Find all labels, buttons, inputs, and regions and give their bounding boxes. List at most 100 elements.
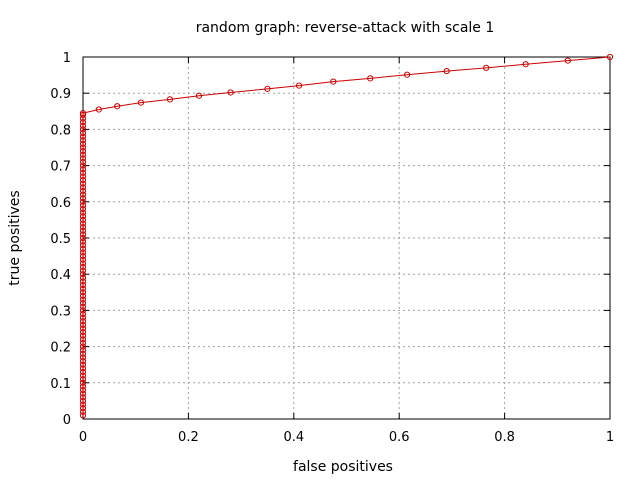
data-point (79, 263, 87, 271)
data-point (79, 111, 87, 119)
data-point (79, 303, 87, 310)
data-point (79, 209, 87, 216)
y-tick-label: 0 (63, 413, 71, 428)
data-point (79, 412, 87, 419)
data-point (79, 274, 87, 281)
data-point (522, 61, 529, 68)
data-point (114, 103, 121, 110)
data-point (79, 122, 87, 129)
data-point (79, 332, 87, 339)
data-point (79, 390, 87, 397)
data-point (295, 82, 303, 89)
data-point (79, 129, 87, 137)
chart-title: random graph: reverse-attack with scale … (196, 20, 495, 36)
x-tick-label: 1 (606, 430, 614, 445)
data-point (79, 350, 87, 357)
data-point (367, 75, 374, 82)
data-point (79, 224, 87, 231)
plot-frame (82, 56, 611, 420)
data-point (79, 169, 87, 176)
data-point (79, 397, 87, 404)
data-point (79, 307, 87, 314)
data-point (79, 202, 87, 209)
x-tick-label: 0.2 (178, 430, 199, 445)
data-point (79, 133, 87, 140)
data-point (79, 151, 87, 158)
y-tick-label: 1 (63, 51, 71, 66)
series-layer (79, 53, 614, 419)
data-point (227, 89, 234, 96)
data-point (79, 354, 87, 361)
data-point (79, 155, 87, 162)
data-point (79, 325, 87, 332)
data-point (564, 57, 571, 64)
data-point (79, 126, 87, 133)
y-tick-label: 0.8 (50, 123, 71, 138)
data-point (79, 281, 87, 289)
data-point (79, 296, 87, 303)
data-point (137, 99, 145, 106)
data-point (79, 314, 87, 321)
data-point (79, 249, 87, 256)
data-point (79, 339, 87, 347)
data-point (195, 92, 203, 99)
data-point (79, 213, 87, 220)
data-point (79, 383, 87, 390)
data-point (79, 343, 87, 350)
data-point (79, 310, 87, 318)
y-axis-label: true positives (7, 190, 23, 285)
data-point (79, 148, 87, 155)
data-point (79, 198, 87, 205)
data-point (79, 267, 87, 274)
data-point (79, 253, 87, 260)
data-point (483, 64, 490, 71)
data-point (79, 234, 87, 242)
data-point (79, 357, 87, 365)
data-point (79, 372, 87, 379)
data-point (79, 365, 87, 372)
data-point (79, 271, 87, 278)
data-point (404, 71, 411, 78)
x-tick-label: 0.4 (283, 430, 304, 445)
data-point (443, 68, 450, 75)
data-point (79, 321, 87, 328)
data-point (79, 292, 87, 300)
data-point (79, 140, 87, 147)
data-point (166, 96, 174, 103)
y-tick-label: 0.1 (50, 377, 71, 392)
grid (83, 57, 610, 419)
y-tick-label: 0.4 (50, 268, 71, 283)
data-point (264, 85, 271, 92)
data-point (79, 166, 87, 173)
data-point (79, 278, 87, 285)
tick-labels: 0 0.2 0.4 0.6 0.8 1 0 0.1 0.2 0.3 0.4 0.5 0.6 0.7 0.8 0… (50, 51, 614, 445)
data-point (79, 245, 87, 252)
data-point (79, 386, 87, 394)
data-point (79, 347, 87, 354)
data-point (79, 162, 87, 169)
data-point (79, 405, 87, 412)
y-tick-label: 0.5 (50, 232, 71, 247)
data-point (79, 361, 87, 368)
data-point (79, 158, 87, 166)
data-point (79, 242, 87, 249)
y-tick-label: 0.7 (50, 160, 71, 175)
y-tick-label: 0.9 (50, 87, 71, 102)
data-point (79, 289, 87, 296)
data-point (79, 300, 87, 307)
data-point (79, 191, 87, 198)
data-point (79, 176, 87, 184)
data-point (79, 336, 87, 343)
data-point (79, 184, 87, 191)
data-point (79, 256, 87, 263)
data-point (79, 110, 87, 117)
data-point (79, 368, 87, 376)
x-tick-label: 0 (79, 430, 87, 445)
data-point (79, 231, 87, 238)
data-point (79, 376, 87, 383)
data-point (79, 227, 87, 234)
data-point (79, 318, 87, 325)
data-point (79, 220, 87, 227)
data-point (79, 173, 87, 180)
series-line (82, 56, 611, 416)
